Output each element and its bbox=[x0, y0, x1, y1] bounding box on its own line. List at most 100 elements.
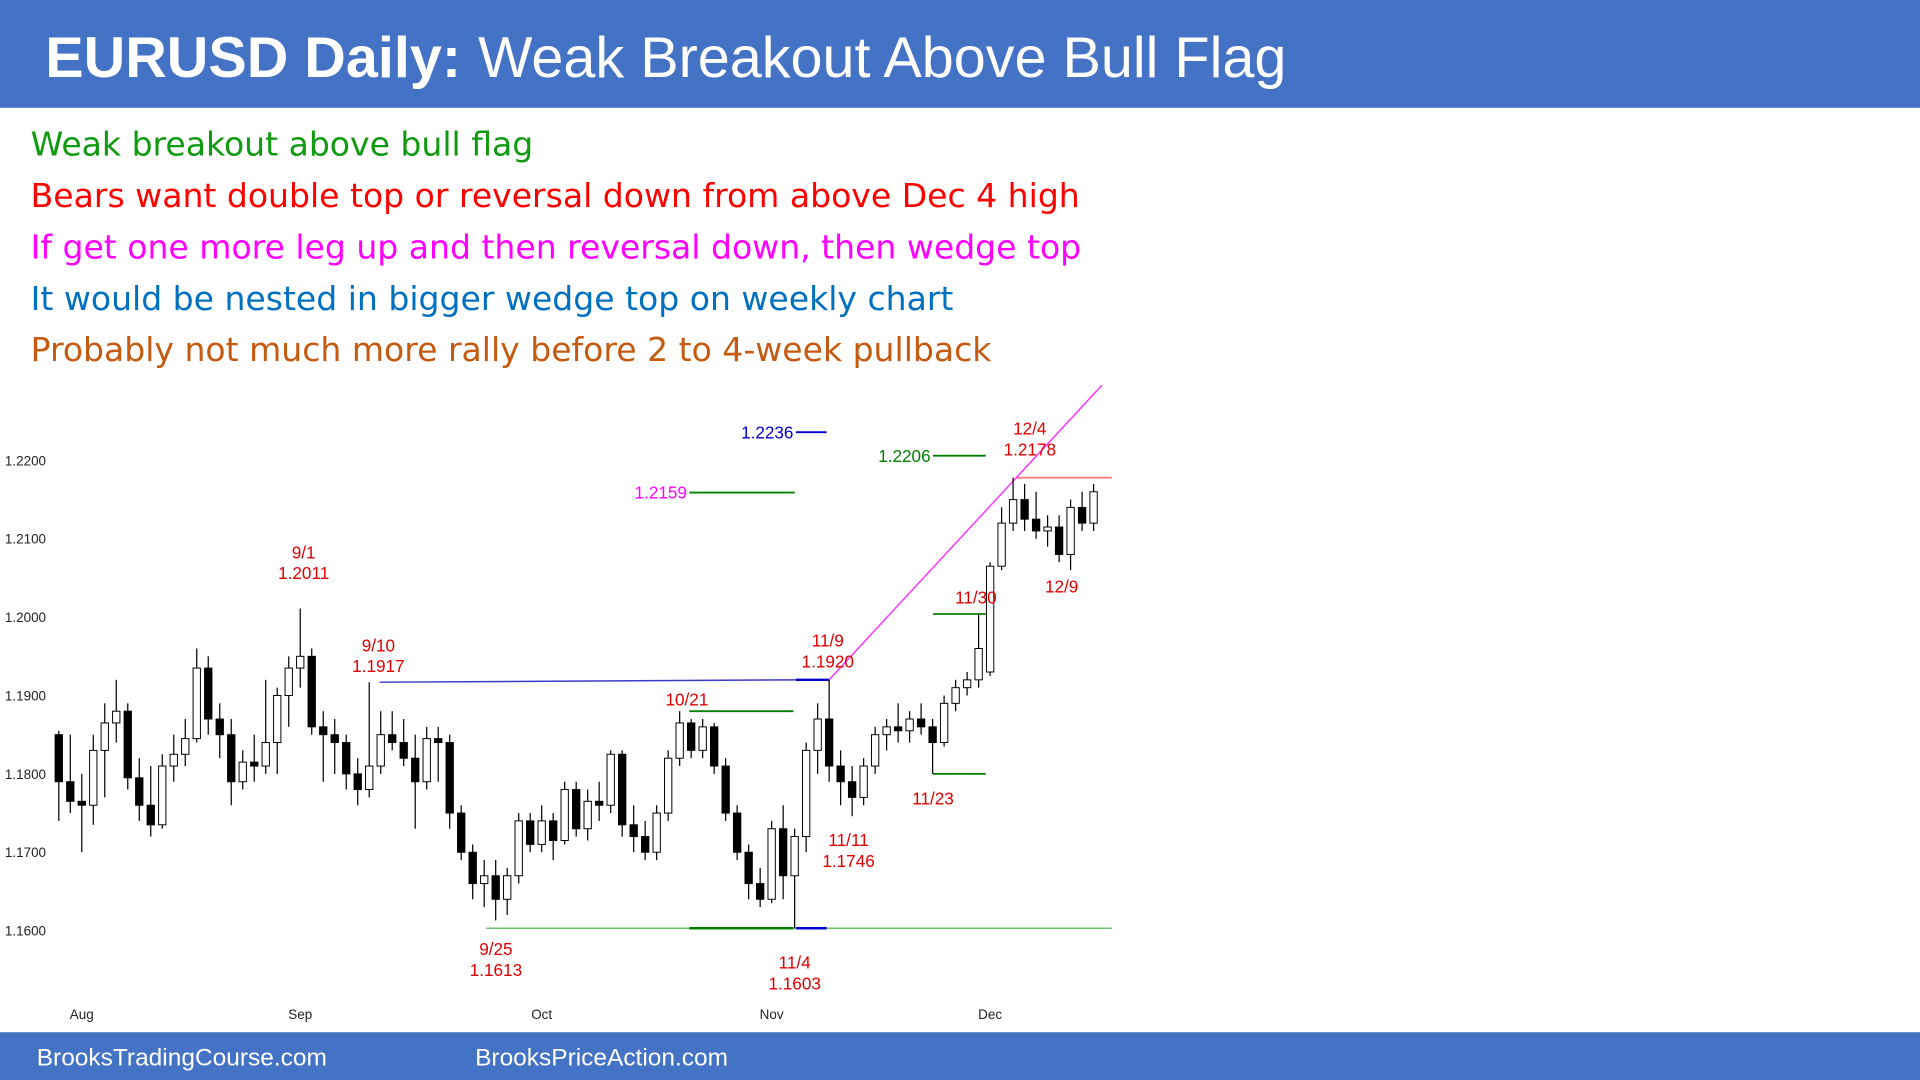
annotation-price: 1.1746 bbox=[822, 851, 874, 871]
candle-body bbox=[491, 875, 500, 900]
title-bold: EURUSD Daily: bbox=[45, 26, 461, 90]
candle-body bbox=[273, 695, 282, 744]
note-line: If get one more leg up and then reversal… bbox=[31, 227, 1082, 266]
annotation-date: 9/25 bbox=[479, 939, 512, 959]
candle-body bbox=[215, 718, 224, 736]
candle-body bbox=[641, 836, 650, 853]
candle-body bbox=[618, 753, 627, 826]
annotation-price: 1.1603 bbox=[768, 973, 820, 993]
candle-body bbox=[1054, 526, 1064, 555]
candle-body bbox=[1031, 518, 1041, 532]
candle-body bbox=[192, 667, 201, 740]
candle-body bbox=[939, 702, 949, 744]
y-tick-label: 1.1600 bbox=[5, 924, 46, 939]
candle-body bbox=[870, 734, 880, 767]
candle-body bbox=[307, 655, 316, 728]
candle-body bbox=[1020, 499, 1029, 520]
candle-body bbox=[296, 655, 305, 669]
annotation-date: 10/21 bbox=[666, 689, 709, 709]
candle-body bbox=[882, 726, 891, 736]
candle-body bbox=[985, 565, 995, 673]
candle-body bbox=[1066, 506, 1075, 555]
annotation-date: 9/1 bbox=[292, 542, 316, 562]
note-line: It would be nested in bigger wedge top o… bbox=[31, 279, 954, 318]
candle-body bbox=[560, 789, 569, 841]
annotation-date: 12/4 bbox=[1013, 419, 1047, 439]
x-tick-label: Oct bbox=[531, 1007, 552, 1022]
candle-body bbox=[284, 667, 293, 696]
annotation-price: 1.1917 bbox=[352, 656, 404, 676]
candle-body bbox=[376, 734, 385, 767]
candle-body bbox=[204, 667, 213, 720]
candle-body bbox=[1089, 491, 1098, 524]
candle-body bbox=[457, 812, 466, 853]
annotation-date: 11/11 bbox=[828, 830, 868, 850]
candle-body bbox=[181, 738, 190, 755]
candle-body bbox=[974, 647, 983, 681]
footer-link: BrooksTradingCourse.com bbox=[37, 1044, 327, 1071]
x-tick-label: Sep bbox=[288, 1007, 312, 1022]
y-tick-label: 1.2100 bbox=[5, 532, 46, 547]
candle-body bbox=[503, 875, 512, 900]
candle-body bbox=[66, 781, 75, 802]
candle-body bbox=[330, 734, 339, 744]
level-label: 1.2159 bbox=[635, 483, 687, 503]
candle-body bbox=[365, 765, 374, 791]
footer-bar bbox=[0, 1032, 1920, 1080]
candle-body bbox=[721, 765, 730, 814]
candle-body bbox=[468, 851, 477, 885]
candle-body bbox=[434, 738, 443, 744]
candle-body bbox=[445, 742, 454, 814]
candle-body bbox=[422, 738, 431, 783]
candle-body bbox=[951, 687, 960, 704]
candle-body bbox=[112, 710, 121, 724]
candle-body bbox=[824, 718, 834, 767]
candle-body bbox=[238, 761, 247, 783]
annotation-date: 11/4 bbox=[779, 953, 812, 973]
candle-body bbox=[905, 718, 914, 732]
note-line: Probably not much more rally before 2 to… bbox=[31, 330, 993, 369]
candle-body bbox=[89, 749, 98, 806]
annotation-date: 11/23 bbox=[912, 788, 954, 808]
candle-body bbox=[388, 734, 397, 744]
candle-body bbox=[514, 820, 523, 877]
candle-body bbox=[1077, 506, 1087, 524]
x-tick-label: Dec bbox=[978, 1007, 1002, 1022]
candle-body bbox=[353, 773, 362, 791]
candle-body bbox=[962, 679, 972, 689]
candle-body bbox=[319, 726, 328, 736]
candle-body bbox=[767, 828, 776, 900]
candle-body bbox=[583, 800, 592, 830]
annotation-date: 9/10 bbox=[362, 635, 395, 655]
candle-body bbox=[847, 781, 857, 798]
candle-body bbox=[997, 522, 1006, 567]
annotation-price: 1.1920 bbox=[802, 651, 854, 671]
candle-body bbox=[893, 726, 903, 732]
y-tick-label: 1.1800 bbox=[5, 767, 46, 782]
y-tick-label: 1.1900 bbox=[5, 688, 46, 703]
title-text: Weak Breakout Above Bull Flag bbox=[478, 26, 1286, 90]
candle-body bbox=[77, 800, 86, 806]
candle-body bbox=[698, 726, 707, 751]
wedge-line bbox=[828, 384, 1103, 681]
candle-body bbox=[549, 820, 558, 841]
annotation-date: 11/9 bbox=[812, 631, 844, 651]
candle-body bbox=[790, 836, 799, 877]
candle-body bbox=[709, 726, 719, 767]
candle-body bbox=[250, 761, 259, 767]
x-tick-label: Aug bbox=[70, 1007, 94, 1022]
candle-body bbox=[158, 765, 167, 826]
header-bar bbox=[0, 0, 1920, 108]
candle-body bbox=[572, 789, 581, 830]
footer-link: BrooksPriceAction.com bbox=[475, 1044, 728, 1071]
candle-body bbox=[123, 710, 132, 779]
candle-body bbox=[595, 800, 604, 806]
candle-body bbox=[664, 757, 673, 814]
candle-body bbox=[629, 824, 638, 838]
annotation-price: 1.2011 bbox=[278, 563, 329, 583]
candle-body bbox=[480, 875, 489, 885]
candle-body bbox=[916, 718, 926, 728]
y-tick-label: 1.1700 bbox=[5, 845, 46, 860]
candle-body bbox=[261, 742, 270, 767]
